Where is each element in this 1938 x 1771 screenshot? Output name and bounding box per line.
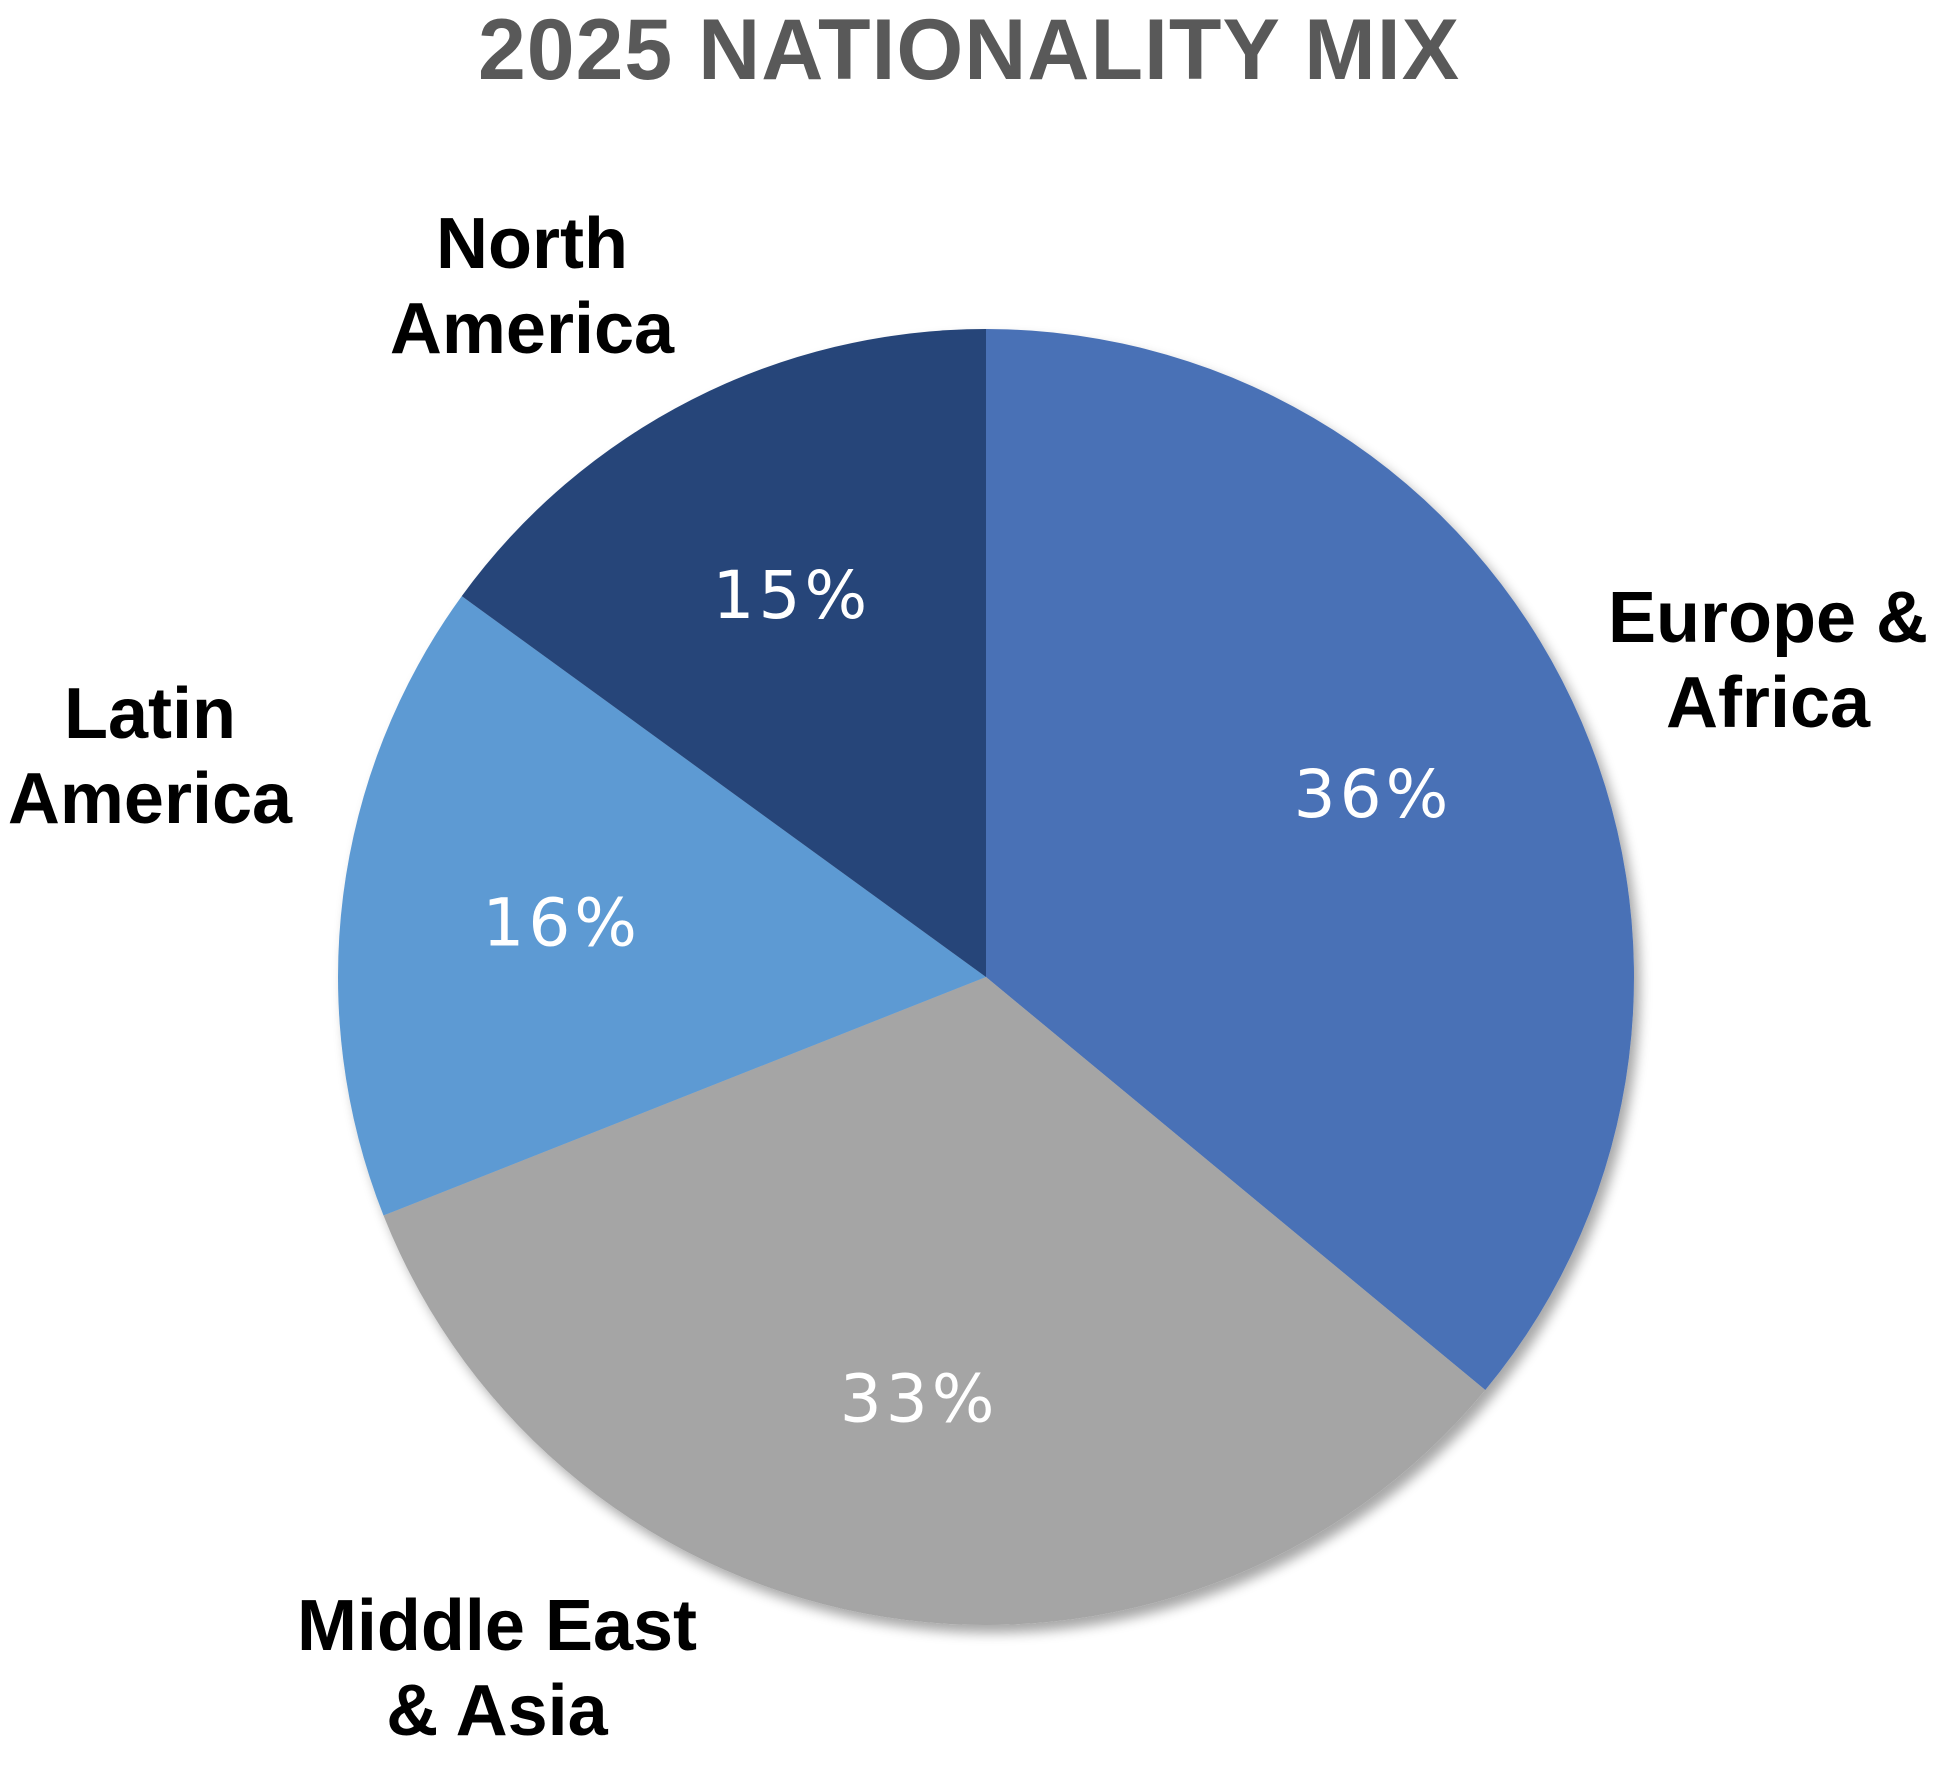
- category-label: Europe & Africa: [1608, 578, 1928, 743]
- category-labels: Europe & Africa Middle East & Asia Latin Amer…: [8, 204, 1928, 1751]
- percent-label: 33%: [840, 1360, 999, 1437]
- category-label: Latin America: [8, 674, 293, 839]
- category-label: North America: [390, 204, 675, 369]
- pie-slice-north-america: [461, 329, 987, 977]
- percent-label: 36%: [1294, 756, 1453, 833]
- category-label: Middle East & Asia: [297, 1586, 697, 1751]
- percent-labels: 36% 33% 16% 15%: [482, 557, 1453, 1437]
- chart-title: 2025 NATIONALITY MIX: [477, 2, 1461, 98]
- pie-slice-europe-africa: [986, 329, 1634, 1391]
- pie-slice-latin-america: [338, 596, 987, 1216]
- percent-label: 15%: [712, 557, 871, 634]
- pie-slice-middle-east-asia: [383, 977, 1486, 1626]
- percent-label: 16%: [482, 884, 641, 961]
- pie-slices: [338, 329, 1634, 1626]
